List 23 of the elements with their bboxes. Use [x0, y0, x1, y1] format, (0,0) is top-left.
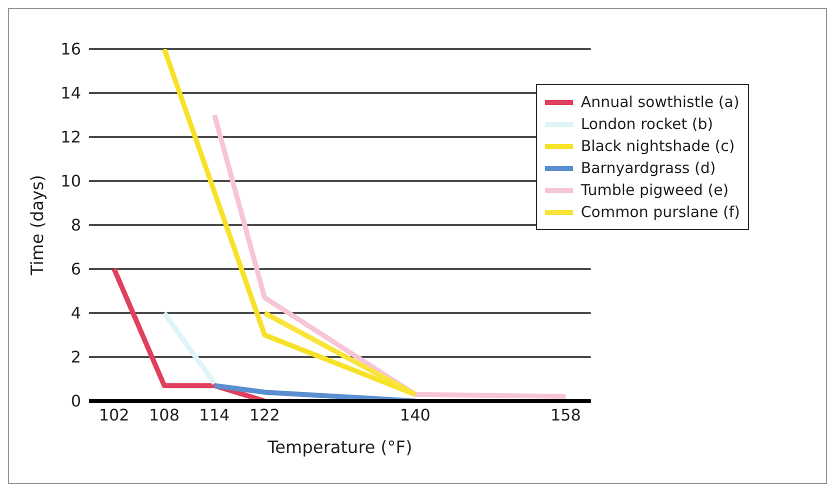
y-tick-label: 10	[60, 172, 81, 191]
legend-label: Tumble pigweed (e)	[580, 181, 729, 199]
x-tick-label: 140	[400, 405, 430, 424]
x-tick-label: 114	[199, 405, 230, 424]
y-tick-label: 8	[70, 216, 81, 235]
legend-label: Barnyardgrass (d)	[580, 159, 716, 177]
legend-label: London rocket (b)	[580, 115, 714, 133]
legend-label: Common purslane (f)	[580, 203, 740, 221]
x-tick-label: 158	[550, 405, 581, 424]
y-tick-label: 16	[60, 40, 81, 59]
y-tick-label: 2	[70, 348, 81, 367]
x-tick-label: 108	[149, 405, 180, 424]
y-tick-label: 0	[70, 392, 81, 411]
y-axis-title: Time (days)	[28, 174, 48, 276]
x-tick-label: 102	[98, 405, 130, 424]
y-tick-label: 6	[70, 260, 81, 279]
y-tick-label: 14	[60, 84, 81, 103]
legend-label: Annual sowthistle (a)	[580, 93, 740, 111]
legend-label: Black nightshade (c)	[580, 137, 735, 155]
y-tick-label: 12	[60, 128, 81, 147]
x-axis-title: Temperature (°F)	[266, 438, 412, 458]
y-tick-label: 4	[70, 304, 81, 323]
x-tick-label: 122	[249, 405, 280, 424]
